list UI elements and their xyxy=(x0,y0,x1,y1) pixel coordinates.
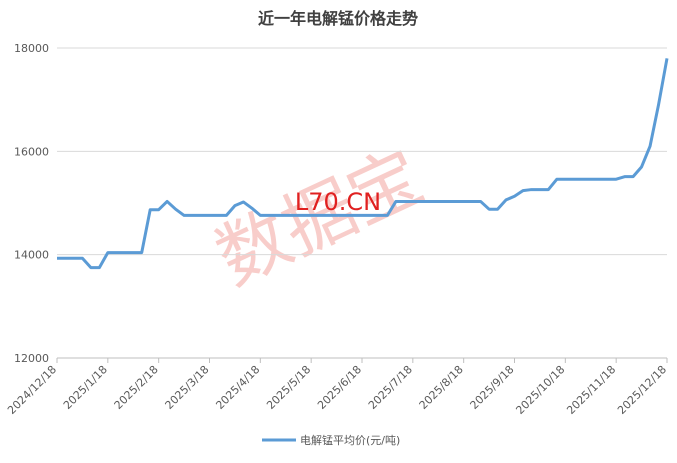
y-tick-label: 16000 xyxy=(14,145,49,158)
x-tick-label: 2025/12/18 xyxy=(615,363,669,417)
x-tick-label: 2025/2/18 xyxy=(112,363,161,412)
x-tick-label: 2025/1/18 xyxy=(61,363,110,412)
chart-title: 近一年电解锰价格走势 xyxy=(258,9,418,28)
y-tick-label: 12000 xyxy=(14,352,49,365)
y-tick-label: 14000 xyxy=(14,249,49,262)
x-tick-label: 2025/4/18 xyxy=(213,363,262,412)
watermark: 数据宝 xyxy=(204,134,435,301)
watermark-site: L70.CN xyxy=(295,188,381,216)
line xyxy=(57,58,669,270)
x-tick-label: 2025/6/18 xyxy=(315,363,364,412)
x-tick-label: 2025/8/18 xyxy=(417,363,466,412)
x-tick-label: 2025/7/18 xyxy=(366,363,415,412)
y-tick-label: 18000 xyxy=(14,42,49,55)
x-tick-label: 2025/9/18 xyxy=(468,363,517,412)
x-tick-label: 2025/11/18 xyxy=(564,363,618,417)
x-tick-label: 2025/3/18 xyxy=(163,363,212,412)
x-tick-label: 2025/5/18 xyxy=(264,363,313,412)
legend-label: 电解锰平均价(元/吨) xyxy=(300,433,400,447)
x-tick-label: 2024/12/18 xyxy=(5,363,59,417)
x-tick-label: 2025/10/18 xyxy=(513,363,567,417)
